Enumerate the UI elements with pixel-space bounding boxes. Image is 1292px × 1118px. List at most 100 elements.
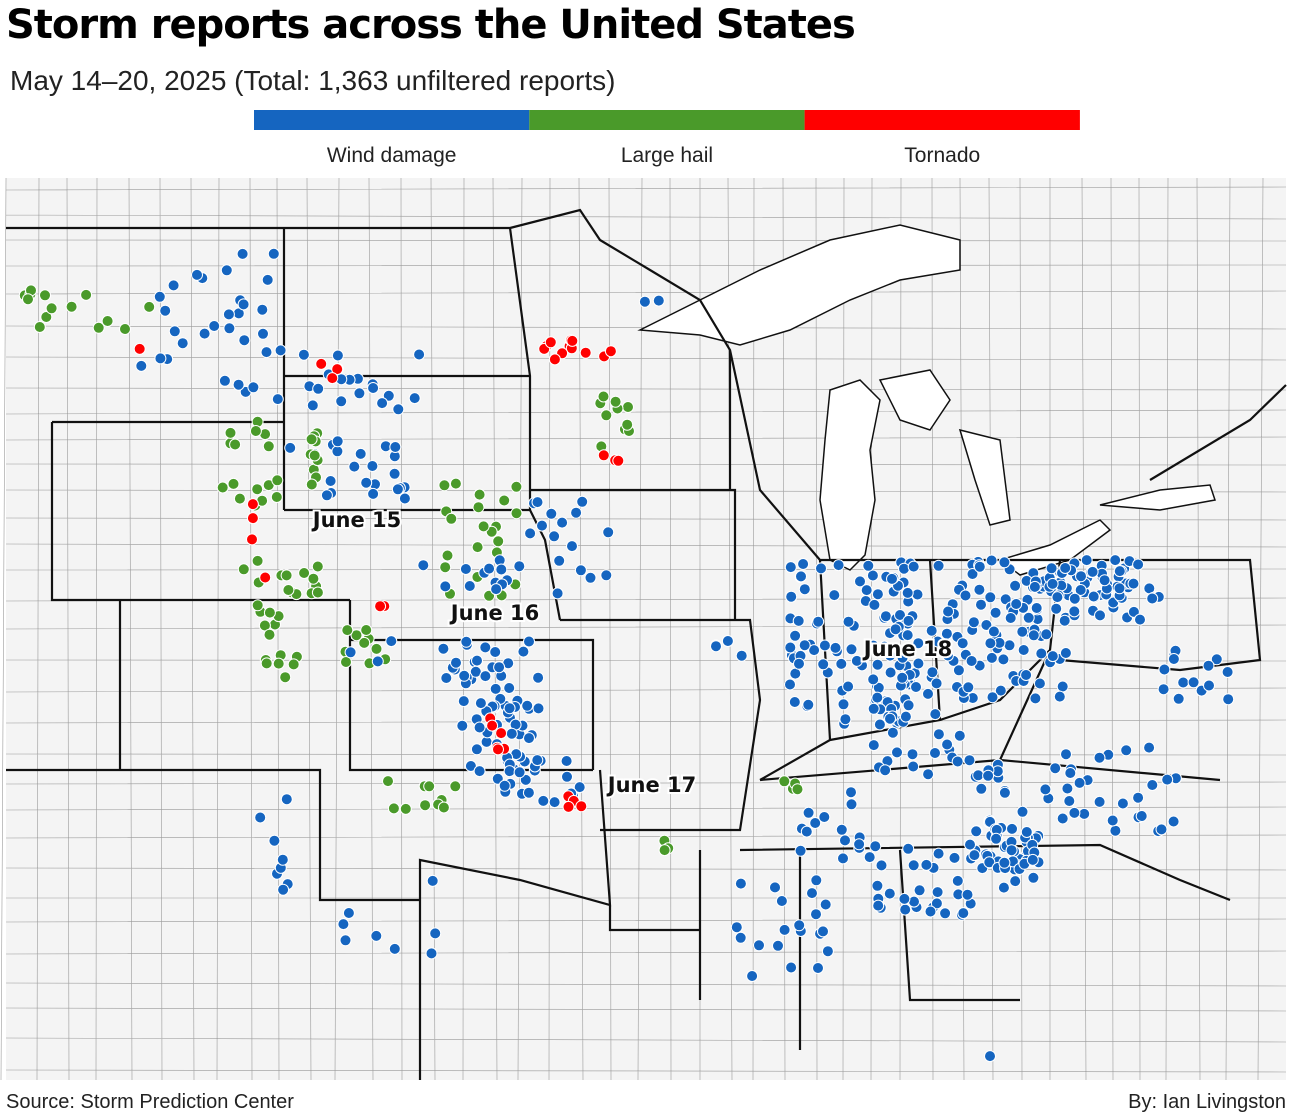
storm-report [262, 440, 275, 453]
storm-report [272, 657, 285, 670]
storm-report [216, 481, 229, 494]
storm-report [906, 748, 919, 761]
storm-report [808, 644, 821, 657]
storm-report [305, 433, 318, 446]
storm-report [983, 856, 996, 869]
storm-report [828, 589, 841, 602]
storm-report [600, 569, 613, 582]
storm-report [360, 476, 373, 489]
storm-report [1080, 554, 1093, 567]
storm-report [457, 695, 470, 708]
storm-report [621, 418, 634, 431]
storm-report [837, 698, 850, 711]
storm-report [1109, 554, 1122, 567]
storm-report [489, 646, 502, 658]
storm-report [986, 691, 999, 704]
storm-report [521, 699, 534, 712]
title: Storm reports across the United States [6, 2, 855, 48]
storm-report [370, 642, 383, 655]
storm-report [227, 477, 240, 490]
storm-report [975, 598, 987, 611]
storm-report [510, 507, 523, 520]
storm-report [800, 825, 813, 838]
storm-report [419, 799, 432, 812]
storm-report [839, 713, 852, 726]
storm-report [284, 441, 297, 454]
storm-report [959, 589, 972, 602]
storm-report [1033, 677, 1046, 690]
storm-report [1017, 644, 1030, 656]
storm-report [997, 653, 1010, 666]
storm-report [886, 572, 898, 585]
storm-report [797, 558, 810, 570]
storm-report [513, 766, 526, 779]
storm-report [913, 884, 926, 897]
storm-report [385, 635, 398, 648]
storm-report [1005, 844, 1018, 857]
storm-report [367, 487, 380, 500]
storm-report [967, 616, 980, 629]
storm-report [358, 636, 371, 649]
storm-report [1059, 647, 1072, 659]
storm-report [951, 874, 964, 887]
storm-report [429, 927, 442, 940]
storm-report [277, 883, 290, 896]
storm-report [522, 786, 535, 799]
storm-report [331, 435, 344, 448]
storm-report [486, 719, 499, 732]
storm-report [987, 625, 1000, 638]
storm-report [306, 399, 319, 412]
storm-report [1003, 639, 1016, 652]
storm-report [417, 559, 430, 572]
storm-report [574, 564, 587, 577]
storm-report [426, 874, 439, 887]
storm-report [222, 308, 235, 321]
storm-report [33, 321, 46, 333]
storm-report [566, 334, 579, 347]
storm-report [544, 336, 557, 349]
storm-report [845, 798, 858, 811]
storm-report [340, 656, 352, 668]
storm-report [792, 614, 805, 627]
storm-report [337, 918, 350, 931]
storm-report [989, 606, 1002, 619]
storm-report [898, 562, 910, 575]
storm-report [839, 834, 851, 847]
storm-report [493, 661, 506, 674]
storm-report [1127, 577, 1140, 590]
storm-report [1120, 744, 1133, 757]
storm-report [551, 587, 564, 600]
storm-report [898, 892, 911, 905]
storm-report [835, 823, 848, 836]
storm-report [932, 847, 945, 860]
storm-report [812, 615, 825, 628]
legend-label: Tornado [904, 144, 980, 167]
storm-report [948, 851, 961, 864]
storm-report [652, 294, 665, 307]
storm-report [829, 641, 842, 654]
storm-report [523, 732, 535, 745]
legend-swatch [254, 110, 530, 130]
storm-report [879, 764, 892, 777]
storm-report [274, 344, 287, 357]
storm-report [271, 474, 284, 487]
storm-report [223, 322, 236, 335]
storm-report [1061, 782, 1074, 795]
storm-report [439, 580, 452, 593]
storm-report [1134, 613, 1146, 626]
storm-report [788, 696, 801, 708]
storm-report [1035, 647, 1048, 660]
storm-report [1113, 565, 1126, 578]
storm-report [267, 247, 280, 260]
storm-report [980, 619, 993, 631]
storm-report [818, 811, 831, 823]
storm-report [1132, 791, 1145, 804]
day-label: June 18 [862, 637, 953, 661]
storm-report [789, 667, 802, 680]
storm-report [238, 334, 251, 347]
storm-report [845, 786, 857, 799]
storm-report [45, 302, 58, 315]
storm-report [398, 492, 411, 505]
storm-report [1157, 683, 1170, 696]
storm-report [850, 654, 863, 667]
